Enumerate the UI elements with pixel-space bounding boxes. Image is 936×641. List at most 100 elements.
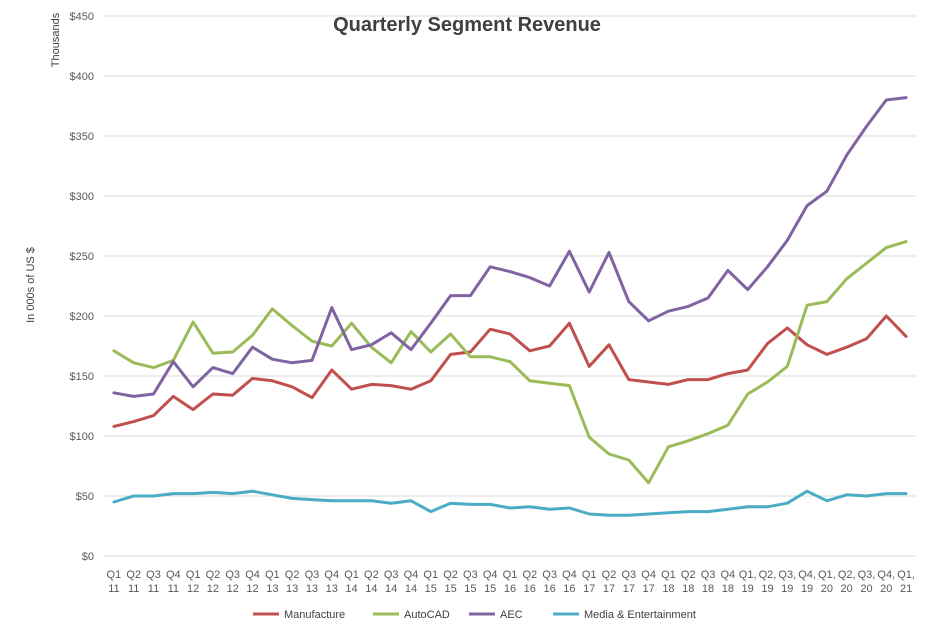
x-tick-label: Q4, (877, 569, 895, 581)
x-tick-label: 13 (266, 583, 278, 595)
x-tick-label: Q3, (778, 569, 796, 581)
x-tick-label: Q4 (721, 569, 736, 581)
x-tick-label: 15 (484, 583, 496, 595)
x-tick-label: Q4 (562, 569, 577, 581)
x-tick-label: Q1 (265, 569, 280, 581)
x-tick-label: Q4 (166, 569, 181, 581)
x-tick-label: 16 (543, 583, 555, 595)
series-line-autocad (112, 240, 908, 485)
x-tick-label: Q3 (621, 569, 636, 581)
x-tick-label: Q4 (404, 569, 419, 581)
x-axis-ticks: Q1 11 Q2 11 Q3 11 Q4 11 Q1 12 Q2 12 Q3 12 Q4 12 Q1 13 Q2 13… (107, 569, 915, 595)
x-tick-label: Q2 (364, 569, 379, 581)
x-tick-label: 11 (108, 583, 119, 595)
y-axis-title: In 000s of US $ (25, 247, 37, 323)
x-tick-label: 17 (583, 583, 595, 595)
x-tick-label: Q3 (225, 569, 240, 581)
y-tick-label: $250 (70, 251, 94, 263)
x-tick-label: 14 (365, 583, 377, 595)
x-tick-label: Q1 (423, 569, 438, 581)
y-units-label: Thousands (50, 12, 62, 67)
x-tick-label: Q1 (186, 569, 201, 581)
x-tick-label: Q1 (661, 569, 676, 581)
y-axis-ticks: $0 $50 $100 $150 $200 $250 $300 $350 $400 $450 (70, 11, 94, 563)
x-tick-label: Q2 (206, 569, 221, 581)
x-tick-label: 18 (662, 583, 674, 595)
x-tick-label: 19 (742, 583, 754, 595)
y-tick-label: $200 (70, 311, 94, 323)
x-tick-label: Q4 (483, 569, 498, 581)
x-tick-label: 12 (246, 583, 258, 595)
x-tick-label: Q1 (107, 569, 122, 581)
x-tick-label: 14 (405, 583, 417, 595)
x-tick-label: 11 (128, 583, 139, 595)
x-tick-label: Q2 (285, 569, 300, 581)
x-tick-label: Q3 (384, 569, 399, 581)
legend-label-manufacture: Manufacture (284, 609, 345, 621)
x-tick-label: 16 (524, 583, 536, 595)
legend: Manufacture AutoCAD AEC Media & Entertainme… (253, 609, 696, 621)
x-tick-label: Q2 (522, 569, 537, 581)
y-tick-label: $0 (82, 551, 94, 563)
series-line-manufacture (112, 314, 908, 428)
x-tick-label: 17 (643, 583, 655, 595)
x-tick-label: 12 (227, 583, 239, 595)
x-tick-label: 15 (425, 583, 437, 595)
x-tick-label: Q3 (701, 569, 716, 581)
chart-title: Quarterly Segment Revenue (333, 14, 601, 36)
legend-label-media-entertainment: Media & Entertainment (584, 609, 696, 621)
x-tick-label: Q3, (858, 569, 876, 581)
x-tick-label: 13 (326, 583, 338, 595)
x-tick-label: 12 (187, 583, 199, 595)
x-tick-label: Q3 (542, 569, 557, 581)
x-tick-label: Q2, (759, 569, 777, 581)
x-tick-label: Q1 (582, 569, 597, 581)
x-tick-label: 19 (781, 583, 793, 595)
x-tick-label: 11 (168, 583, 179, 595)
y-tick-label: $350 (70, 131, 94, 143)
y-tick-label: $450 (70, 11, 94, 23)
x-tick-label: 20 (860, 583, 872, 595)
y-tick-label: $150 (70, 371, 94, 383)
x-tick-label: 17 (603, 583, 615, 595)
x-tick-label: Q3 (463, 569, 478, 581)
x-tick-label: Q2 (443, 569, 458, 581)
x-tick-label: 12 (207, 583, 219, 595)
x-tick-label: 15 (444, 583, 456, 595)
x-tick-label: Q3 (305, 569, 320, 581)
x-tick-label: 11 (148, 583, 159, 595)
series-line-media-entertainment (112, 489, 908, 517)
x-tick-label: 18 (702, 583, 714, 595)
x-tick-label: 17 (623, 583, 635, 595)
y-tick-label: $100 (70, 431, 94, 443)
y-tick-label: $300 (70, 191, 94, 203)
y-tick-label: $50 (76, 491, 94, 503)
x-tick-label: 19 (761, 583, 773, 595)
x-tick-label: Q3 (146, 569, 161, 581)
x-tick-label: Q4 (641, 569, 656, 581)
x-tick-label: 13 (286, 583, 298, 595)
x-tick-label: 15 (464, 583, 476, 595)
x-tick-label: 14 (385, 583, 397, 595)
x-tick-label: Q1, (739, 569, 757, 581)
x-tick-label: Q4, (798, 569, 816, 581)
x-tick-label: Q4 (245, 569, 260, 581)
y-tick-label: $400 (70, 71, 94, 83)
x-tick-label: Q1 (344, 569, 359, 581)
x-tick-label: 16 (563, 583, 575, 595)
x-tick-label: 20 (880, 583, 892, 595)
x-tick-label: Q2 (126, 569, 141, 581)
series-line-aec (112, 96, 908, 398)
legend-label-aec: AEC (500, 609, 523, 621)
x-tick-label: 18 (722, 583, 734, 595)
x-tick-label: Q2 (681, 569, 696, 581)
x-tick-label: Q1 (503, 569, 518, 581)
x-tick-label: Q2, (838, 569, 856, 581)
x-tick-label: 18 (682, 583, 694, 595)
x-tick-label: Q4 (324, 569, 339, 581)
series-lines (112, 96, 908, 517)
x-tick-label: 20 (841, 583, 853, 595)
x-tick-label: 21 (900, 583, 912, 595)
